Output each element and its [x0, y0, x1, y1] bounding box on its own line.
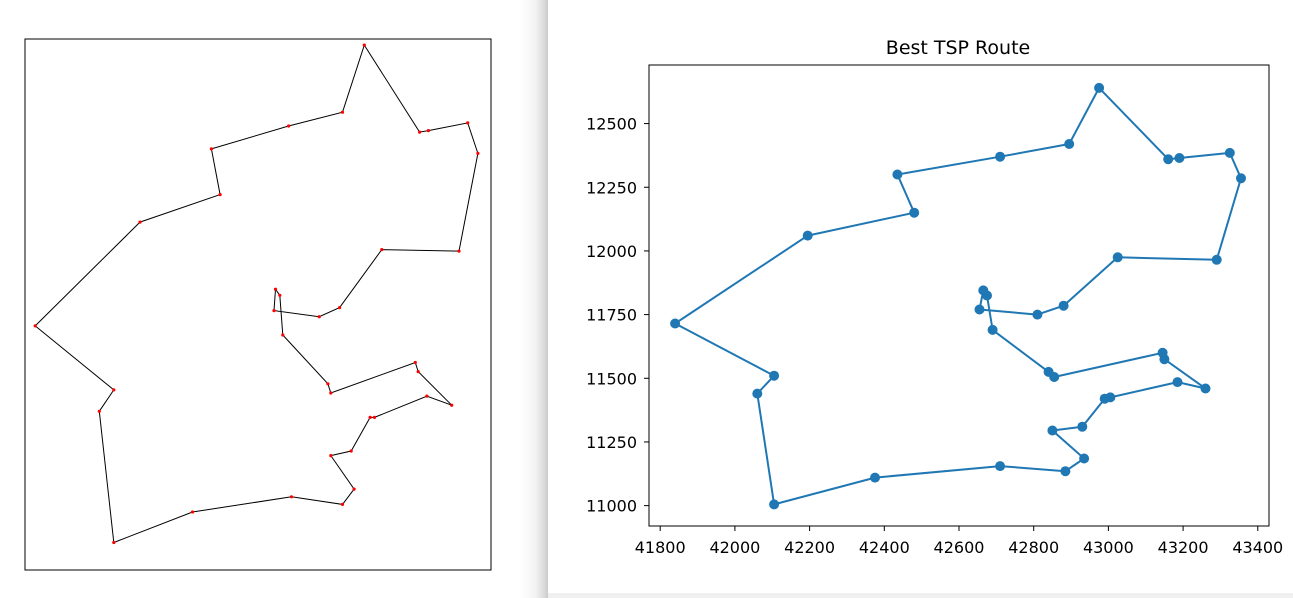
y-tick-label: 12250 — [586, 178, 637, 197]
left-route-chart — [24, 38, 492, 571]
left-route-point — [329, 454, 333, 458]
route-point — [1032, 309, 1043, 320]
route-point — [802, 230, 813, 241]
route-point — [670, 318, 681, 329]
left-route-point — [426, 129, 430, 133]
y-tick-label: 11750 — [586, 306, 637, 325]
route-point — [1105, 392, 1116, 403]
left-route-point — [352, 487, 356, 491]
route-point — [1058, 300, 1069, 311]
left-route-point — [338, 306, 342, 310]
left-route-point — [326, 382, 330, 386]
y-tick-label: 11500 — [586, 369, 637, 388]
left-route-point — [218, 193, 222, 197]
left-route-point — [372, 415, 377, 419]
route-point — [1236, 173, 1246, 184]
left-route-point — [112, 540, 116, 545]
y-tick-label: 11250 — [586, 433, 637, 452]
route-point — [1060, 466, 1071, 477]
route-point — [909, 207, 920, 218]
route-point — [769, 370, 780, 381]
y-tick-label: 12500 — [586, 115, 637, 134]
x-tick-label: 42200 — [784, 538, 835, 557]
left-route-point — [138, 220, 142, 224]
bottom-strip — [548, 593, 1293, 598]
route-point — [892, 169, 903, 180]
left-route-point — [287, 124, 291, 128]
x-tick-label: 43200 — [1158, 538, 1209, 557]
route-point — [1224, 147, 1235, 158]
x-tick-label: 42800 — [1008, 538, 1059, 557]
x-tick-label: 41800 — [635, 538, 686, 557]
left-route-point — [209, 147, 213, 151]
left-route-point — [281, 333, 285, 337]
left-route-point — [380, 248, 384, 252]
left-route-point — [272, 309, 276, 313]
chart-title: Best TSP Route — [886, 37, 1030, 59]
route-point — [769, 499, 780, 510]
left-route-point — [33, 324, 37, 328]
left-window — [0, 0, 520, 598]
route-point — [1047, 425, 1058, 436]
x-tick-label: 43000 — [1083, 538, 1134, 557]
route-point — [995, 461, 1006, 472]
left-route-point — [476, 151, 480, 155]
left-route-point — [457, 249, 461, 253]
left-route-point — [340, 110, 345, 114]
route-point — [1094, 82, 1105, 93]
route-point — [1079, 453, 1090, 464]
left-plot-frame — [24, 38, 492, 571]
left-route-point — [97, 409, 101, 413]
route-point — [1064, 139, 1075, 149]
y-tick-label: 12000 — [586, 242, 637, 261]
route-point — [1211, 254, 1222, 265]
left-route-point — [466, 121, 470, 125]
left-route-point — [425, 394, 429, 398]
x-tick-label: 43400 — [1232, 538, 1283, 557]
route-point — [978, 285, 989, 296]
left-route-point — [349, 449, 353, 453]
plot-frame — [648, 64, 1270, 527]
left-route-point — [317, 315, 321, 319]
left-route-point — [112, 388, 116, 392]
y-tick-label: 11000 — [586, 497, 637, 516]
route-point — [1163, 154, 1174, 165]
left-route-point — [418, 130, 422, 134]
route-point — [995, 151, 1006, 162]
route-point — [1043, 366, 1054, 377]
left-route-point — [278, 293, 282, 297]
x-tick-label: 42600 — [934, 538, 985, 557]
left-route-point — [368, 415, 372, 419]
left-route-point — [416, 370, 420, 374]
route-point — [870, 472, 880, 483]
left-route-point — [340, 502, 345, 506]
route-point — [1157, 347, 1168, 358]
x-tick-label: 42400 — [859, 538, 910, 557]
route-point — [987, 324, 998, 335]
left-route-point — [329, 391, 333, 395]
route-point — [1174, 153, 1185, 163]
left-route-point — [450, 403, 454, 407]
left-route-point — [289, 495, 294, 499]
best-tsp-route-chart: Best TSP Route 41800 42000 42200 42400 42600… — [586, 37, 1283, 557]
route-point — [1172, 377, 1183, 388]
route-point — [1112, 252, 1123, 263]
left-route-point — [413, 360, 417, 365]
x-tick-label: 42000 — [709, 538, 760, 557]
route-point — [1200, 383, 1211, 394]
window-divider[interactable] — [520, 0, 548, 598]
route-point — [1077, 421, 1088, 432]
left-route-point — [273, 287, 278, 291]
left-route-point — [362, 43, 366, 47]
left-route-point — [190, 510, 195, 514]
route-point — [752, 388, 763, 399]
right-window: Best TSP Route 41800 42000 42200 42400 42600… — [548, 0, 1293, 598]
route-point — [974, 304, 985, 315]
